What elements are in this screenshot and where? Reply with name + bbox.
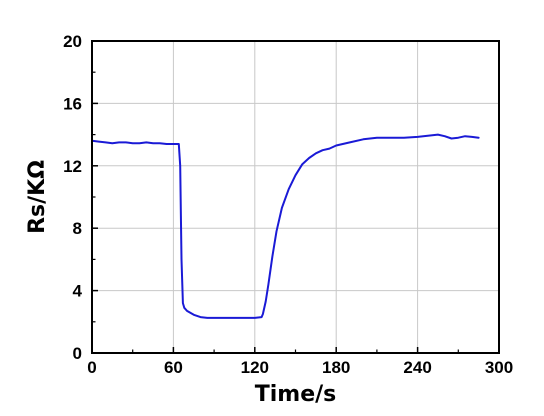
y-tick-labels: 0 4 8 12 16 20 — [63, 32, 82, 363]
x-axis-title: Time/s — [255, 382, 337, 407]
series-line — [91, 133, 480, 319]
grid — [92, 41, 499, 353]
ticks — [91, 40, 500, 354]
x-tick-label: 180 — [322, 358, 350, 377]
x-tick-label: 0 — [87, 358, 96, 377]
y-tick-label: 12 — [63, 157, 82, 176]
y-tick-label: 16 — [63, 94, 82, 113]
x-tick-label: 120 — [241, 358, 269, 377]
x-tick-label: 60 — [164, 358, 183, 377]
plot-area — [91, 133, 480, 319]
y-tick-label: 20 — [63, 32, 82, 51]
y-tick-label: 4 — [73, 282, 83, 301]
x-tick-label: 240 — [403, 358, 431, 377]
axes-frame — [91, 40, 500, 354]
x-tick-labels: 0 60 120 180 240 300 — [87, 358, 513, 377]
y-tick-label: 0 — [73, 344, 82, 363]
y-axis-title: Rs/KΩ — [25, 160, 50, 234]
y-tick-label: 8 — [73, 219, 82, 238]
x-tick-label: 300 — [485, 358, 513, 377]
